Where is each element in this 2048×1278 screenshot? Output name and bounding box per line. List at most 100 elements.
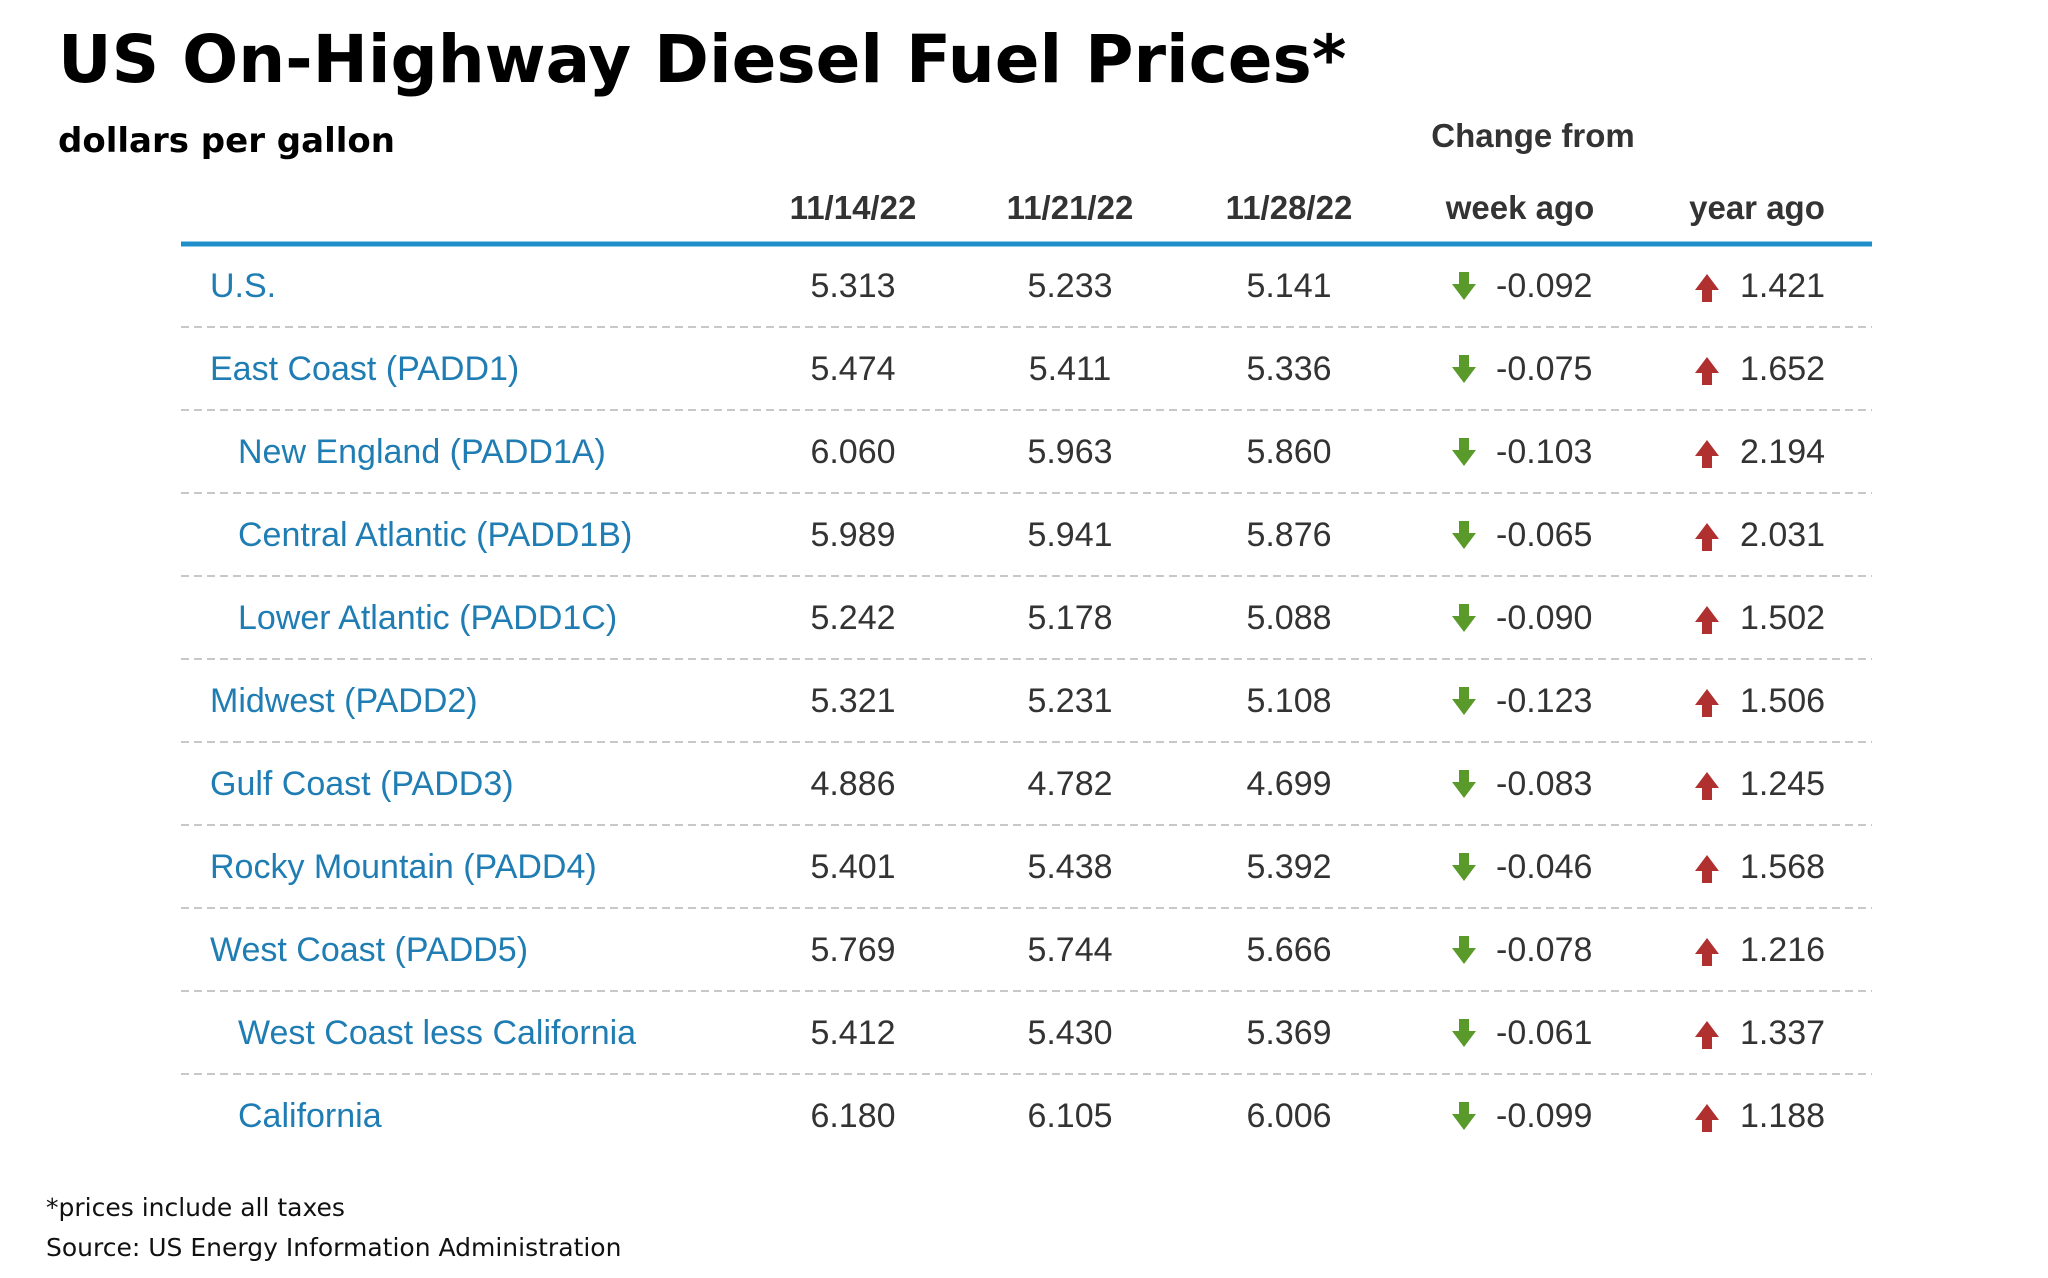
up-arrow (1695, 440, 1719, 468)
cell: -0.092 (1496, 267, 1592, 305)
cell: 1.502 (1740, 599, 1825, 637)
column-header: 11/14/22 (790, 189, 917, 226)
cell: -0.123 (1496, 682, 1592, 720)
cell: -0.065 (1496, 516, 1592, 554)
cell: 5.412 (810, 1014, 895, 1052)
group-header: Change from (1431, 117, 1635, 154)
cell: 5.941 (1027, 516, 1112, 554)
cell: 1.568 (1740, 848, 1825, 886)
cell: 2.031 (1740, 516, 1825, 554)
row-label: U.S. (210, 267, 276, 305)
cell: 5.313 (810, 267, 895, 305)
cell: 5.401 (810, 848, 895, 886)
down-arrow (1452, 438, 1476, 466)
cell: 5.769 (810, 931, 895, 969)
column-header: 11/21/22 (1007, 189, 1134, 226)
cell: 5.233 (1027, 267, 1112, 305)
down-arrow (1452, 936, 1476, 964)
cell: 6.006 (1246, 1097, 1331, 1135)
up-arrow (1695, 274, 1719, 302)
down-arrow (1452, 355, 1476, 383)
cell: 1.337 (1740, 1014, 1825, 1052)
cell: 6.180 (810, 1097, 895, 1135)
cell: -0.078 (1496, 931, 1592, 969)
row-label: Lower Atlantic (PADD1C) (238, 599, 617, 637)
down-arrow (1452, 604, 1476, 632)
up-arrow (1695, 606, 1719, 634)
cell: -0.046 (1496, 848, 1592, 886)
up-arrow (1695, 357, 1719, 385)
cell: 1.421 (1740, 267, 1825, 305)
cell: 5.231 (1027, 682, 1112, 720)
footnote: *prices include all taxes (46, 1193, 345, 1222)
row-label: California (238, 1097, 382, 1135)
down-arrow (1452, 1102, 1476, 1130)
up-arrow (1695, 1021, 1719, 1049)
cell: 5.411 (1029, 350, 1112, 388)
cell: 5.666 (1246, 931, 1331, 969)
cell: 5.141 (1246, 267, 1331, 305)
row-label: West Coast less California (238, 1014, 636, 1052)
cell: 5.088 (1246, 599, 1331, 637)
down-arrow (1452, 853, 1476, 881)
up-arrow (1695, 689, 1719, 717)
row-label: East Coast (PADD1) (210, 350, 519, 388)
up-arrow (1695, 523, 1719, 551)
up-arrow (1695, 938, 1719, 966)
cell: 1.216 (1740, 931, 1825, 969)
row-label: Central Atlantic (PADD1B) (238, 516, 632, 554)
row-label: Gulf Coast (PADD3) (210, 765, 514, 803)
column-header: year ago (1689, 189, 1825, 226)
row-label: Midwest (PADD2) (210, 682, 478, 720)
cell: 4.782 (1027, 765, 1112, 803)
footnote: Source: US Energy Information Administra… (46, 1233, 621, 1262)
cell: 1.188 (1740, 1097, 1825, 1135)
cell: 6.105 (1027, 1097, 1112, 1135)
column-header: week ago (1445, 189, 1595, 226)
cell: 5.430 (1027, 1014, 1112, 1052)
up-arrow (1695, 1104, 1719, 1132)
cell: 6.060 (810, 433, 895, 471)
cell: 5.108 (1246, 682, 1331, 720)
cell: 4.886 (810, 765, 895, 803)
cell: 5.989 (810, 516, 895, 554)
cell: 5.392 (1246, 848, 1331, 886)
subtitle: dollars per gallon (58, 121, 395, 161)
cell: 5.963 (1027, 433, 1112, 471)
cell: 5.744 (1027, 931, 1112, 969)
cell: 1.652 (1740, 350, 1825, 388)
cell: -0.090 (1496, 599, 1592, 637)
down-arrow (1452, 272, 1476, 300)
row-label: Rocky Mountain (PADD4) (210, 848, 597, 886)
cell: 5.369 (1246, 1014, 1331, 1052)
up-arrow (1695, 772, 1719, 800)
cell: -0.061 (1496, 1014, 1592, 1052)
row-label: New England (PADD1A) (238, 433, 606, 471)
cell: -0.083 (1496, 765, 1592, 803)
cell: 4.699 (1246, 765, 1331, 803)
down-arrow (1452, 521, 1476, 549)
cell: 2.194 (1740, 433, 1825, 471)
row-label: West Coast (PADD5) (210, 931, 528, 969)
cell: 5.321 (810, 682, 895, 720)
down-arrow (1452, 687, 1476, 715)
cell: -0.103 (1496, 433, 1592, 471)
cell: 1.506 (1740, 682, 1825, 720)
cell: 5.438 (1027, 848, 1112, 886)
cell: 5.336 (1246, 350, 1331, 388)
up-arrow (1695, 855, 1719, 883)
cell: 5.860 (1246, 433, 1331, 471)
down-arrow (1452, 770, 1476, 798)
title: US On-Highway Diesel Fuel Prices* (58, 21, 1346, 98)
cell: 5.876 (1246, 516, 1331, 554)
column-header: 11/28/22 (1226, 189, 1353, 226)
cell: -0.099 (1496, 1097, 1592, 1135)
cell: 5.474 (810, 350, 895, 388)
down-arrow (1452, 1019, 1476, 1047)
cell: 5.178 (1027, 599, 1112, 637)
cell: 5.242 (810, 599, 895, 637)
cell: 1.245 (1740, 765, 1825, 803)
cell: -0.075 (1496, 350, 1592, 388)
